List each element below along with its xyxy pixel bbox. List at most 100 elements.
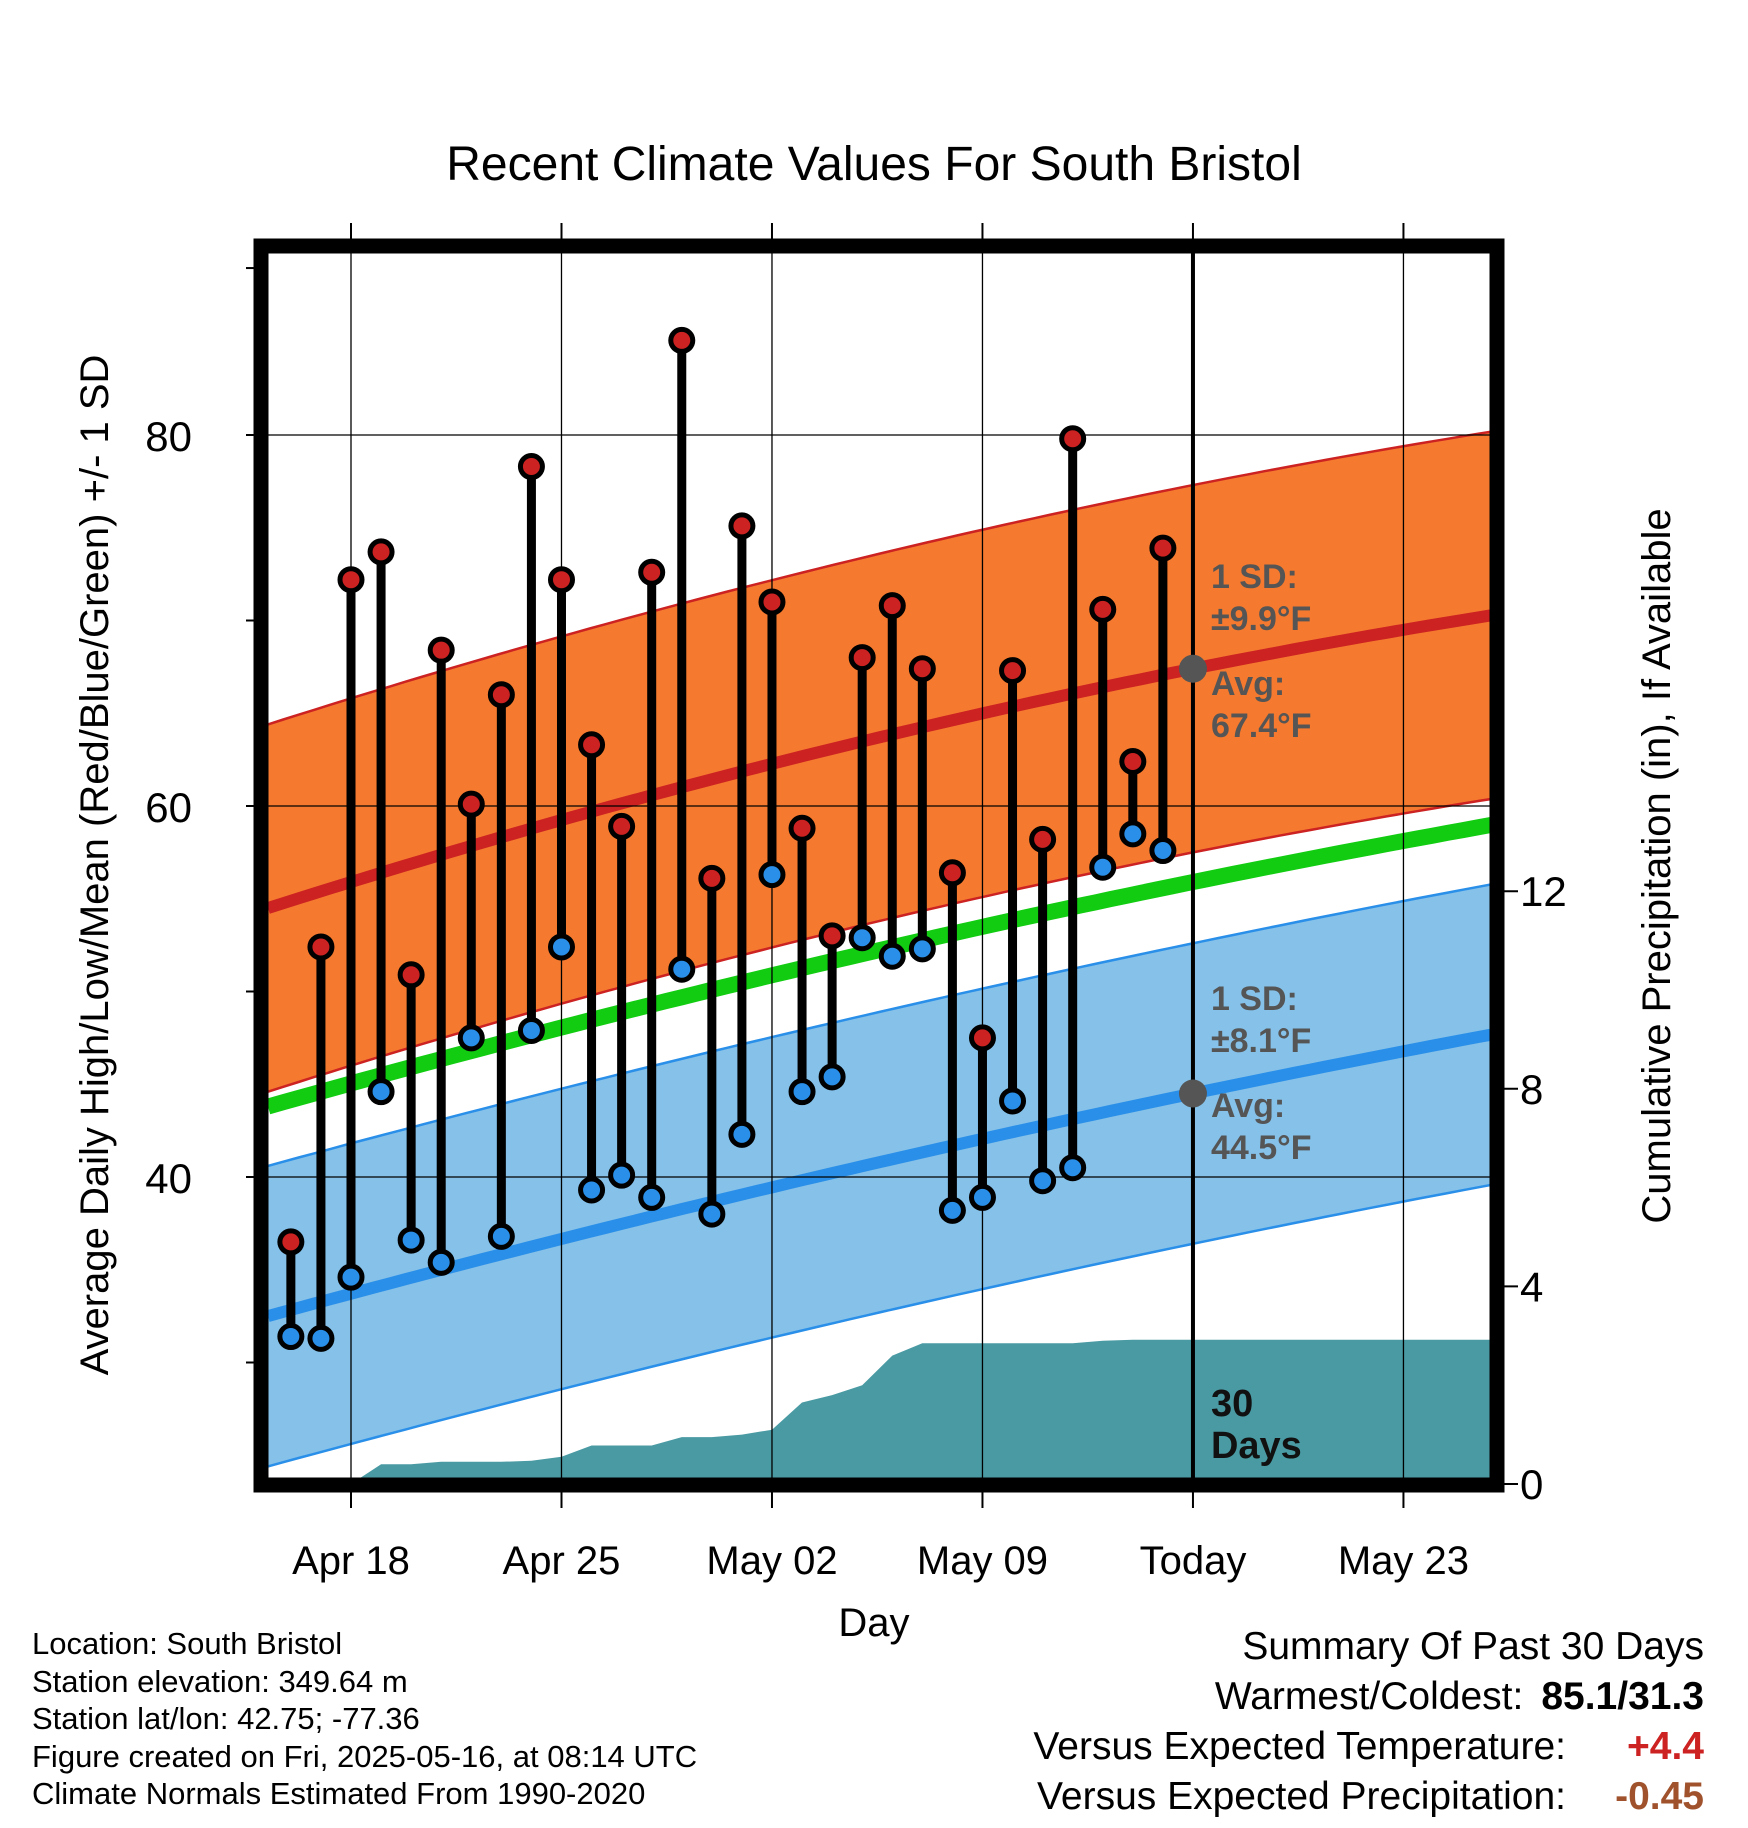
low-normal-line bbox=[268, 1028, 1490, 1322]
low-point-2025-04-18 bbox=[337, 1263, 365, 1291]
high-sd-band bbox=[268, 431, 1490, 1092]
high-point-2025-04-19 bbox=[367, 538, 395, 566]
high-point-2025-05-01 bbox=[728, 512, 756, 540]
precipitation-area bbox=[360, 1339, 1490, 1478]
temp-label: Versus Expected Temperature: bbox=[1033, 1725, 1566, 1768]
low-sd-annotation-line-1: 1 SD: bbox=[1211, 980, 1298, 1018]
low-sd-upper-line bbox=[268, 883, 1490, 1168]
high-point-2025-05-14 bbox=[1119, 747, 1147, 775]
low-point-2025-04-30 bbox=[698, 1200, 726, 1228]
summary-heading: Summary Of Past 30 Days bbox=[1242, 1625, 1704, 1668]
low-point-2025-05-11 bbox=[1029, 1167, 1057, 1195]
low-point-2025-04-20 bbox=[397, 1226, 425, 1254]
high-point-2025-04-23 bbox=[487, 681, 515, 709]
low-point-2025-04-27 bbox=[608, 1161, 636, 1189]
high-point-2025-05-10 bbox=[999, 657, 1027, 685]
y2tick-label-12: 12 bbox=[1520, 868, 1567, 915]
xtick-label-2025-04-25: Apr 25 bbox=[503, 1539, 621, 1583]
low-point-2025-04-26 bbox=[578, 1176, 606, 1204]
low-sd-band bbox=[268, 884, 1490, 1467]
high-point-2025-04-22 bbox=[457, 790, 485, 818]
high-point-2025-04-28 bbox=[638, 558, 666, 586]
low-sd-annotation: 1 SD: ±8.1°F bbox=[1211, 980, 1311, 1060]
summary-warmest-row: Warmest/Coldest: 85.1/31.3 bbox=[1033, 1672, 1704, 1722]
summary-panel: Summary Of Past 30 Days Warmest/Coldest:… bbox=[1033, 1622, 1704, 1822]
low-point-2025-04-21 bbox=[427, 1248, 455, 1276]
low-point-2025-04-24 bbox=[517, 1016, 545, 1044]
high-avg-annotation-line-1: Avg: bbox=[1211, 665, 1285, 703]
today-low-normal-marker bbox=[1178, 1079, 1207, 1108]
low-point-2025-04-25 bbox=[547, 933, 575, 961]
high-sd-annotation-line-1: 1 SD: bbox=[1211, 558, 1298, 596]
annotations-layer: 1 SD: ±9.9°F Avg: 67.4°F 1 SD: ±8.1°F Avg: 44.5… bbox=[1211, 558, 1312, 1467]
xtick-label-2025-04-18: Apr 18 bbox=[292, 1539, 410, 1583]
y-axis-label: Average Daily High/Low/Mean (Red/Blue/Gr… bbox=[73, 355, 117, 1376]
low-point-2025-04-28 bbox=[638, 1183, 666, 1211]
low-point-2025-04-17 bbox=[307, 1324, 335, 1352]
high-avg-annotation-line-2: 67.4°F bbox=[1211, 707, 1312, 745]
high-sd-annotation: 1 SD: ±9.9°F bbox=[1211, 558, 1311, 638]
high-point-2025-04-29 bbox=[668, 326, 696, 354]
precip-label: Versus Expected Precipitation: bbox=[1037, 1775, 1566, 1818]
low-point-2025-05-06 bbox=[878, 942, 906, 970]
ytick-label-40: 40 bbox=[145, 1155, 192, 1202]
low-point-2025-05-14 bbox=[1119, 820, 1147, 848]
high-point-2025-05-05 bbox=[848, 644, 876, 672]
y2tick-label-0: 0 bbox=[1520, 1461, 1543, 1508]
y2tick-label-8: 8 bbox=[1520, 1066, 1543, 1113]
low-sd-annotation-line-2: ±8.1°F bbox=[1211, 1022, 1311, 1060]
low-point-2025-05-12 bbox=[1059, 1154, 1087, 1182]
high-point-2025-05-03 bbox=[788, 814, 816, 842]
ytick-label-60: 60 bbox=[145, 784, 192, 831]
figure-created: Figure created on Fri, 2025-05-16, at 08… bbox=[32, 1738, 698, 1774]
plot-frame bbox=[253, 238, 1505, 1493]
observations-layer bbox=[277, 326, 1207, 1352]
high-point-2025-04-30 bbox=[698, 864, 726, 892]
low-point-2025-05-15 bbox=[1149, 837, 1177, 865]
days-annotation: 30 Days bbox=[1211, 1383, 1302, 1467]
high-point-2025-04-21 bbox=[427, 636, 455, 664]
low-point-2025-04-23 bbox=[487, 1222, 515, 1250]
normal-bands bbox=[268, 430, 1490, 1468]
today-high-normal-marker bbox=[1178, 654, 1207, 683]
high-point-2025-04-20 bbox=[397, 961, 425, 989]
low-point-2025-05-09 bbox=[968, 1183, 996, 1211]
low-avg-annotation-line-1: Avg: bbox=[1211, 1087, 1285, 1125]
low-point-2025-05-07 bbox=[908, 935, 936, 963]
low-point-2025-04-29 bbox=[668, 955, 696, 983]
high-point-2025-05-13 bbox=[1089, 595, 1117, 623]
high-point-2025-05-08 bbox=[938, 859, 966, 887]
high-point-2025-05-11 bbox=[1029, 825, 1057, 853]
high-point-2025-05-12 bbox=[1059, 425, 1087, 453]
summary-precip-row: Versus Expected Precipitation: -0.45 bbox=[1033, 1772, 1704, 1822]
days-annotation-line-2: Days bbox=[1211, 1425, 1302, 1467]
high-point-2025-05-02 bbox=[758, 588, 786, 616]
station-info: Location: South Bristol Station elevatio… bbox=[32, 1625, 697, 1813]
high-point-2025-04-17 bbox=[307, 933, 335, 961]
low-point-2025-04-19 bbox=[367, 1078, 395, 1106]
low-sd-lower-line bbox=[268, 1183, 1490, 1468]
summary-temp-row: Versus Expected Temperature: +4.4 bbox=[1033, 1722, 1704, 1772]
station-latlon: Station lat/lon: 42.75; -77.36 bbox=[32, 1701, 420, 1736]
y2-axis-label: Cumulative Precipitation (in), If Availa… bbox=[1635, 508, 1679, 1223]
low-point-2025-05-10 bbox=[999, 1087, 1027, 1115]
high-point-2025-04-26 bbox=[578, 731, 606, 759]
warmest-value: 85.1/31.3 bbox=[1541, 1675, 1704, 1718]
xtick-label-2025-05-02: May 02 bbox=[706, 1539, 837, 1583]
high-sd-annotation-line-2: ±9.9°F bbox=[1211, 600, 1311, 638]
low-point-2025-05-13 bbox=[1089, 853, 1117, 881]
high-point-2025-04-24 bbox=[517, 453, 545, 481]
high-point-2025-05-07 bbox=[908, 655, 936, 683]
plot-border bbox=[253, 238, 1505, 1493]
x-axis-label: Day bbox=[838, 1601, 909, 1645]
low-point-2025-05-05 bbox=[848, 924, 876, 952]
high-point-2025-05-06 bbox=[878, 592, 906, 620]
low-point-2025-05-04 bbox=[818, 1063, 846, 1091]
high-sd-upper-line bbox=[268, 430, 1490, 726]
y2tick-label-4: 4 bbox=[1520, 1263, 1543, 1310]
high-point-2025-05-15 bbox=[1149, 534, 1177, 562]
temp-value: +4.4 bbox=[1627, 1725, 1704, 1768]
station-elevation: Station elevation: 349.64 m bbox=[32, 1663, 408, 1699]
